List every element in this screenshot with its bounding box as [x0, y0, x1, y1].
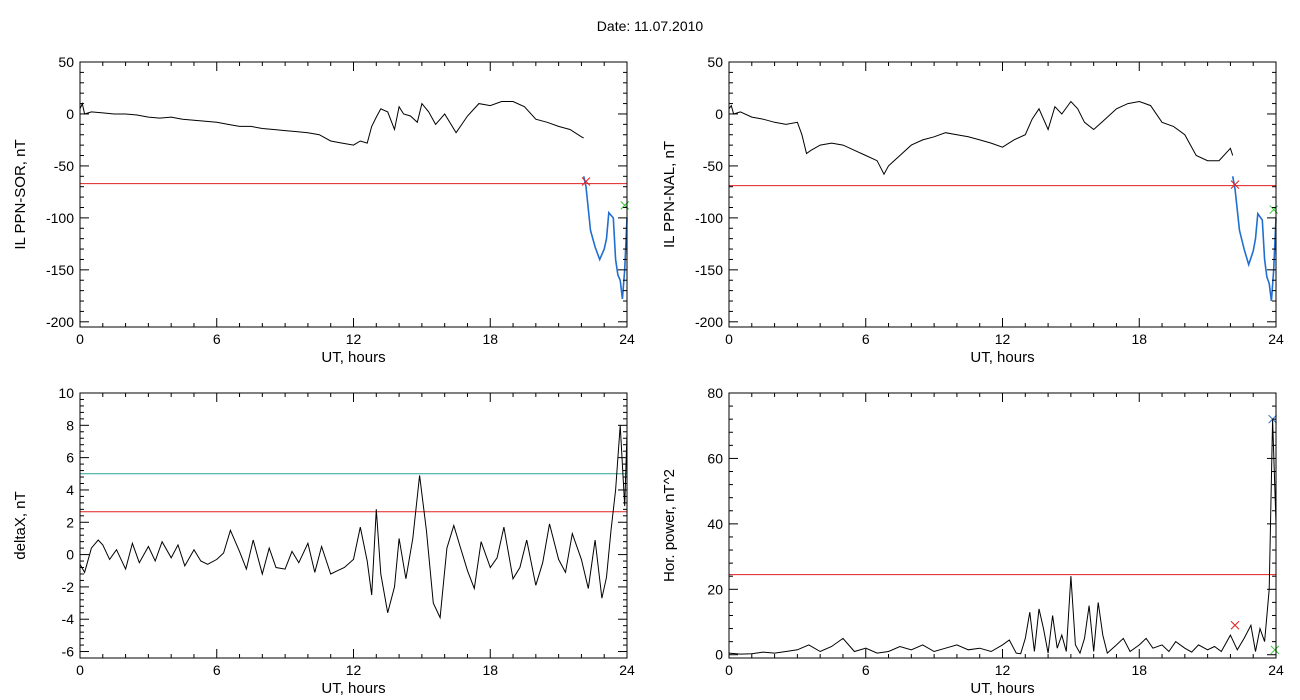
x-tick-label: 6	[213, 662, 221, 678]
x-tick-label: 12	[346, 662, 362, 678]
y-tick-label: 4	[66, 482, 74, 498]
y-tick-label: -4	[62, 611, 75, 627]
y-tick-label: -200	[695, 314, 723, 330]
x-tick-label: 24	[1268, 331, 1284, 347]
x-axis-title: UT, hours	[321, 349, 385, 366]
x-axis-title: UT, hours	[970, 349, 1034, 366]
y-tick-label: 80	[707, 385, 723, 401]
y-axis-title: deltaX, nT	[12, 491, 29, 559]
x-tick-label: 0	[76, 331, 84, 347]
x-tick-label: 18	[1131, 662, 1147, 678]
x-tick-label: 6	[862, 331, 870, 347]
y-tick-label: -150	[695, 262, 723, 278]
data-marker	[1230, 180, 1240, 189]
series-line-1	[79, 425, 628, 620]
x-tick-label: 24	[619, 662, 635, 678]
y-tick-label: -150	[46, 262, 74, 278]
y-tick-label: 50	[707, 54, 723, 70]
chart-panel-3: 0 6 12 18 24 10 8 6 4 2 0 -2 -4 -6 UT, hours deltaX, nT	[12, 385, 635, 697]
x-tick-label: 24	[619, 331, 635, 347]
marker-stroke	[1230, 620, 1240, 630]
y-tick-label: 0	[715, 106, 723, 122]
y-tick-label: 6	[66, 450, 74, 466]
y-tick-label: 2	[66, 514, 74, 530]
y-tick-label: 40	[707, 516, 723, 532]
y-tick-label: -6	[62, 644, 75, 660]
series-line-1	[79, 101, 584, 146]
x-axis-title: UT, hours	[321, 680, 385, 697]
chart-panel-2: 0 6 12 18 24 50 0 -50 -100 -150 -200 UT, hours IL PP…	[661, 54, 1284, 366]
y-tick-label: -50	[703, 158, 723, 174]
x-tick-label: 24	[1268, 662, 1284, 678]
y-tick-label: 0	[715, 647, 723, 663]
chart-panel-4: 0 6 12 18 24 80 60 40 20 0 UT, hours Hor. power, nT…	[661, 385, 1284, 697]
y-tick-label: -200	[46, 314, 74, 330]
x-tick-label: 12	[995, 662, 1011, 678]
y-tick-label: 50	[58, 54, 74, 70]
data-marker	[581, 177, 591, 186]
y-tick-label: 0	[66, 547, 74, 563]
plot-frame	[79, 61, 628, 328]
data-marker	[620, 201, 630, 210]
x-tick-label: 12	[346, 331, 362, 347]
y-tick-label: 10	[58, 385, 74, 401]
y-axis-title: Hor. power, nT^2	[661, 469, 678, 582]
date-title: Date: 11.07.2010	[596, 18, 704, 34]
series-line-1	[728, 419, 1277, 655]
y-tick-label: -2	[62, 579, 75, 595]
x-tick-label: 0	[725, 662, 733, 678]
x-tick-label: 6	[213, 331, 221, 347]
marker-stroke	[1270, 645, 1280, 655]
y-tick-label: 0	[66, 106, 74, 122]
data-marker	[1270, 645, 1280, 655]
series-line-2	[1231, 176, 1277, 302]
y-tick-label: 20	[707, 581, 723, 597]
x-tick-label: 0	[76, 662, 84, 678]
plot-frame	[728, 61, 1277, 328]
marker-stroke	[581, 177, 591, 186]
chart-panel-1: 0 6 12 18 24 50 0 -50 -100 -150 -200 UT, hours IL PP…	[12, 54, 635, 366]
y-tick-label: -100	[695, 210, 723, 226]
x-tick-label: 18	[482, 662, 498, 678]
x-tick-label: 12	[995, 331, 1011, 347]
x-tick-label: 0	[725, 331, 733, 347]
series-line-1	[728, 100, 1234, 176]
y-axis-title: IL PPN-SOR, nT	[12, 139, 29, 249]
data-marker	[1230, 620, 1240, 630]
x-tick-label: 18	[482, 331, 498, 347]
y-tick-label: 8	[66, 417, 74, 433]
plot-frame	[79, 392, 628, 659]
y-tick-label: -100	[46, 210, 74, 226]
data-marker	[1269, 205, 1279, 214]
marker-stroke	[1230, 180, 1240, 189]
plot-frame	[728, 392, 1277, 659]
y-axis-title: IL PPN-NAL, nT	[661, 141, 678, 248]
series-line-2	[582, 176, 628, 299]
y-tick-label: -50	[54, 158, 74, 174]
x-axis-title: UT, hours	[970, 680, 1034, 697]
x-tick-label: 6	[862, 662, 870, 678]
y-tick-label: 60	[707, 450, 723, 466]
x-tick-label: 18	[1131, 331, 1147, 347]
